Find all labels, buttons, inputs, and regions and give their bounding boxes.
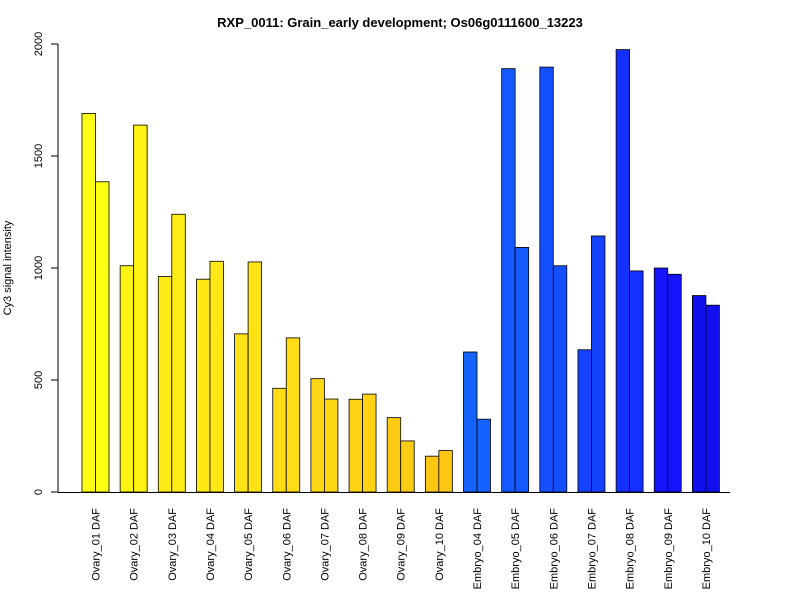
bar (591, 235, 606, 493)
y-tick-label: 500 (33, 371, 45, 389)
chart-title: RXP_0011: Grain_early development; Os06g… (217, 15, 583, 30)
bar (247, 261, 263, 493)
bar (285, 337, 301, 493)
bar (209, 260, 224, 493)
bar (476, 418, 491, 493)
bar (577, 349, 592, 493)
x-tick-label: Embryo_09 DAF (663, 508, 675, 590)
bar (438, 450, 453, 493)
y-tick-label: 1000 (33, 256, 45, 280)
bar (272, 387, 287, 493)
bar (615, 49, 630, 493)
x-tick-label: Embryo_08 DAF (625, 508, 637, 590)
bar (424, 455, 440, 493)
bar (501, 68, 516, 493)
y-tick-label: 2000 (33, 32, 45, 56)
x-tick-label: Ovary_07 DAF (319, 508, 331, 581)
x-tick-label: Embryo_06 DAF (548, 508, 560, 590)
bar (196, 278, 211, 493)
bar (171, 213, 186, 493)
x-tick-label: Ovary_09 DAF (396, 508, 408, 581)
bar (95, 181, 110, 493)
bar (539, 66, 554, 493)
bar (157, 276, 173, 493)
bar (81, 113, 96, 493)
bar (463, 351, 478, 493)
x-tick-label: Ovary_02 DAF (129, 508, 141, 581)
bar (234, 333, 249, 493)
x-tick-label: Embryo_10 DAF (701, 508, 713, 590)
x-tick-label: Embryo_04 DAF (472, 508, 484, 590)
x-tick-label: Embryo_05 DAF (510, 508, 522, 590)
bar (362, 393, 377, 493)
x-tick-label: Ovary_06 DAF (281, 508, 293, 581)
x-tick-label: Ovary_01 DAF (91, 508, 103, 581)
bar (514, 246, 530, 493)
bar (386, 417, 402, 493)
x-tick-label: Ovary_04 DAF (205, 508, 217, 581)
bar (552, 265, 568, 493)
x-tick-label: Ovary_05 DAF (243, 508, 255, 581)
bar (323, 398, 339, 493)
y-axis: 0 500 1000 1500 2000 (33, 32, 59, 495)
bar (629, 270, 644, 493)
bars (81, 49, 720, 493)
bar (348, 398, 363, 493)
bar (133, 124, 148, 493)
y-tick-label: 1500 (33, 144, 45, 168)
x-tick-label: Ovary_03 DAF (167, 508, 179, 581)
bar (653, 267, 669, 493)
bar (310, 378, 325, 493)
x-tick-label: Embryo_07 DAF (586, 508, 598, 590)
y-axis-label: Cy3 signal intensity (2, 220, 14, 315)
bar (692, 295, 707, 493)
category-labels: Ovary_01 DAF Ovary_02 DAF Ovary_03 DAF Ovar… (91, 508, 713, 590)
y-tick-label: 0 (33, 489, 45, 495)
bar (119, 265, 135, 493)
bar (667, 273, 682, 493)
bar (400, 440, 415, 493)
x-tick-label: Ovary_08 DAF (358, 508, 370, 581)
x-tick-label: Ovary_10 DAF (434, 508, 446, 581)
bar (705, 304, 720, 493)
